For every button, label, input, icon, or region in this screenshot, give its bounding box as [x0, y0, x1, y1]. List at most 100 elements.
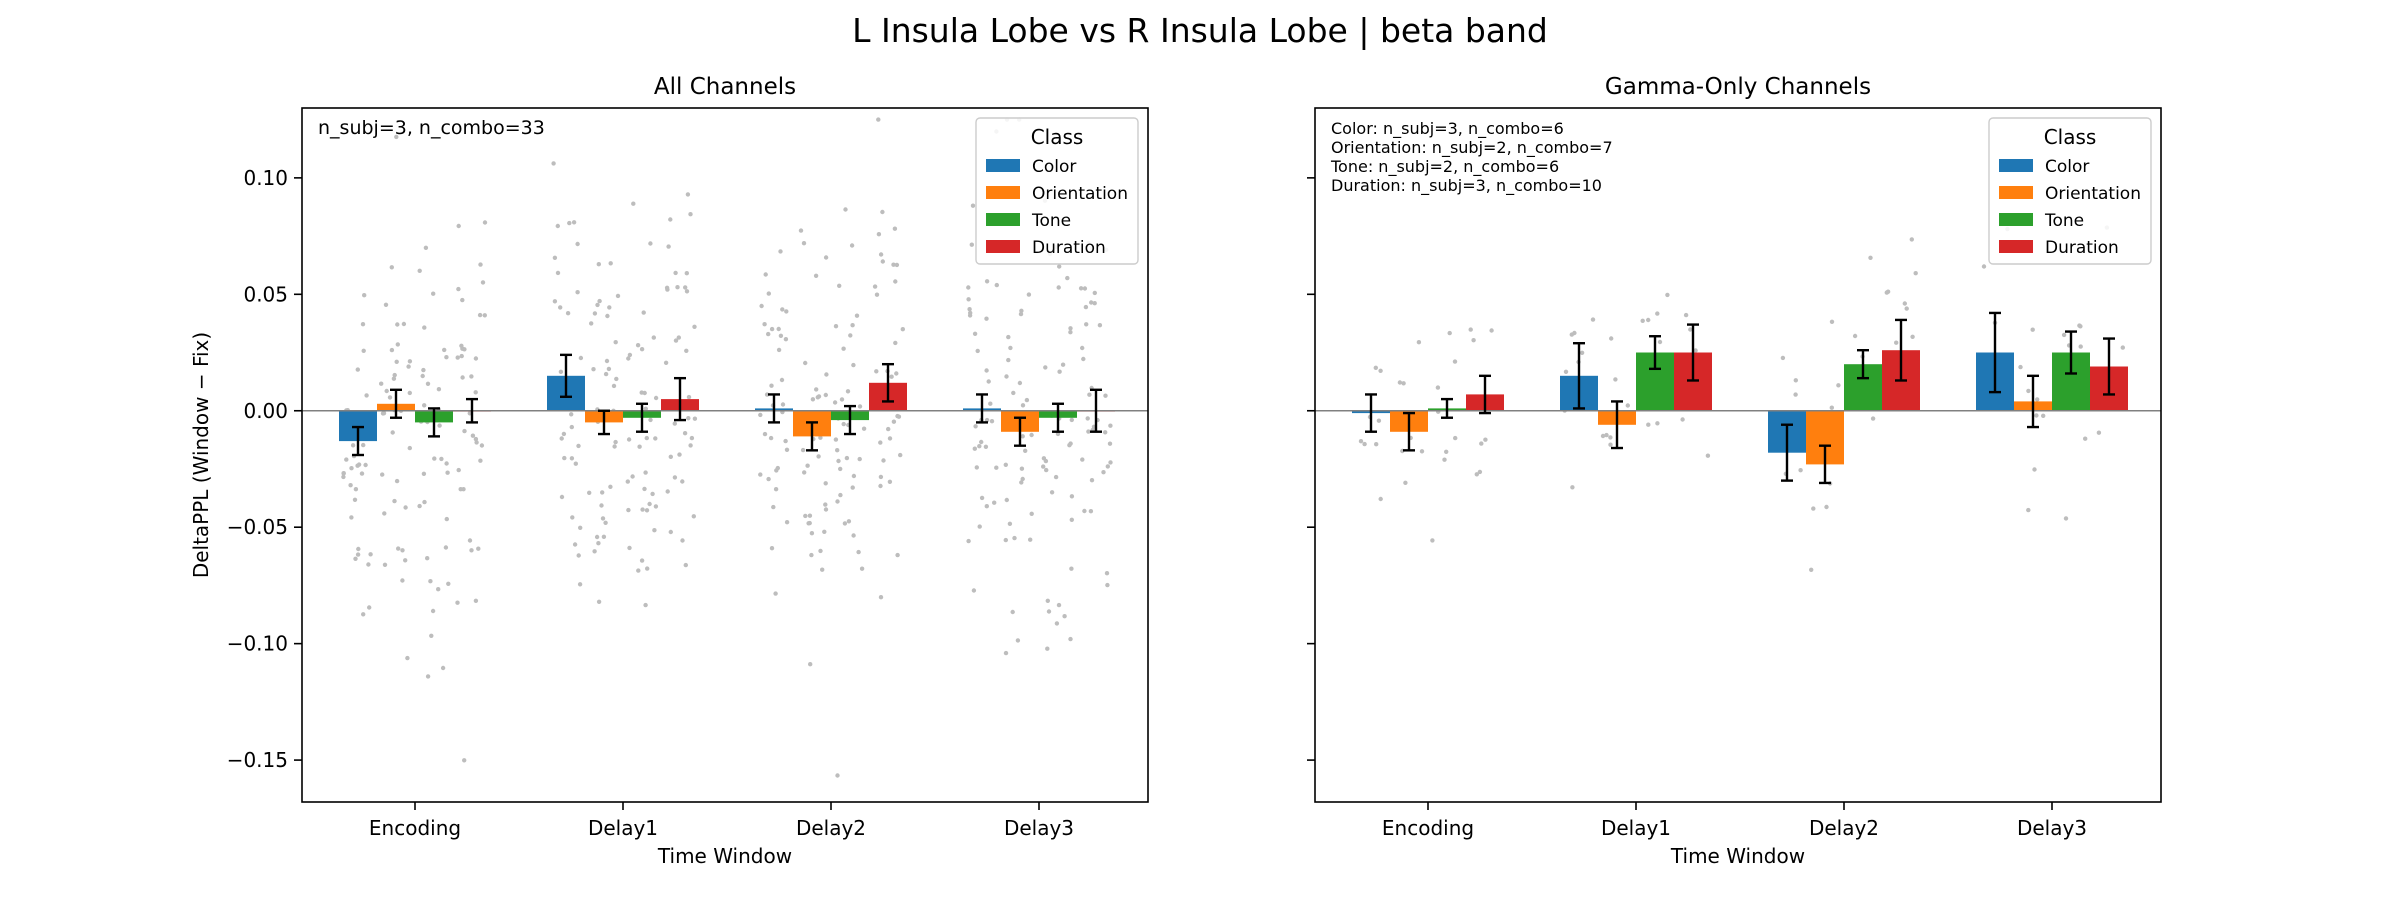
- raw-point: [1705, 453, 1711, 458]
- raw-point: [456, 223, 461, 229]
- raw-point: [1044, 467, 1049, 473]
- error-bar: [2103, 337, 2115, 396]
- raw-point: [641, 310, 646, 315]
- raw-point: [405, 655, 410, 661]
- raw-point: [896, 414, 902, 419]
- raw-point: [1003, 462, 1008, 467]
- raw-point: [668, 454, 673, 459]
- raw-point: [2018, 364, 2023, 370]
- raw-point: [352, 497, 358, 502]
- raw-point: [359, 471, 365, 476]
- raw-point: [442, 347, 447, 353]
- raw-point: [1041, 464, 1046, 469]
- raw-point: [380, 472, 385, 477]
- raw-point: [773, 591, 778, 596]
- raw-point: [477, 312, 483, 318]
- annotation-text: n_subj=3, n_combo=33: [318, 117, 545, 139]
- raw-point: [972, 331, 978, 336]
- raw-point: [1442, 457, 1447, 462]
- raw-point: [686, 416, 691, 421]
- legend-swatch-color: [986, 159, 1020, 172]
- raw-point: [559, 436, 564, 441]
- raw-point: [552, 299, 558, 304]
- raw-point: [876, 117, 881, 122]
- chart-panel-1: All Channels 0.10 0.05 0.00 −0.05 −0.10 −0.15 E…: [189, 74, 1149, 868]
- raw-point: [1104, 571, 1110, 576]
- raw-point: [1086, 429, 1091, 434]
- error-bar: [1611, 400, 1623, 450]
- raw-point: [613, 439, 618, 445]
- raw-point: [439, 456, 444, 462]
- raw-point: [881, 458, 886, 463]
- raw-point: [480, 280, 486, 285]
- raw-point: [1065, 275, 1070, 281]
- raw-point: [784, 520, 790, 525]
- raw-point: [572, 542, 578, 547]
- raw-point: [355, 367, 360, 372]
- raw-point: [972, 446, 977, 451]
- raw-point: [844, 455, 850, 461]
- raw-point: [613, 340, 618, 345]
- raw-point: [984, 279, 990, 284]
- raw-point: [692, 416, 698, 421]
- raw-point: [1811, 506, 1816, 511]
- annotation-text: Orientation: n_subj=2, n_combo=7: [1331, 138, 1613, 158]
- chart-panel-2: Gamma-Only Channels Encoding Delay1 Delay2 D…: [1307, 74, 2162, 868]
- raw-point: [1057, 264, 1062, 269]
- raw-point: [874, 369, 879, 374]
- raw-point: [1020, 403, 1026, 408]
- raw-point: [636, 568, 641, 573]
- raw-point: [989, 419, 995, 424]
- raw-point: [341, 471, 346, 476]
- raw-point: [627, 352, 633, 358]
- raw-point: [776, 347, 782, 353]
- raw-point: [992, 500, 997, 505]
- raw-point: [1479, 441, 1484, 446]
- raw-point: [647, 501, 652, 507]
- raw-point: [837, 283, 842, 288]
- raw-point: [1057, 369, 1062, 374]
- error-bar: [1441, 397, 1453, 419]
- raw-point: [803, 513, 808, 519]
- raw-point: [627, 545, 632, 551]
- raw-point: [1798, 468, 1803, 473]
- raw-point: [1101, 470, 1106, 475]
- raw-point: [673, 338, 679, 343]
- x-tick-label: Encoding: [369, 816, 461, 840]
- raw-point: [400, 548, 405, 553]
- panel-title: All Channels: [654, 74, 796, 100]
- raw-point: [880, 209, 885, 215]
- raw-point: [1105, 464, 1111, 469]
- raw-point: [639, 558, 645, 563]
- raw-point: [994, 282, 999, 288]
- raw-point: [394, 359, 399, 364]
- raw-point: [606, 366, 612, 372]
- raw-point: [665, 489, 670, 494]
- raw-point: [1904, 306, 1909, 311]
- raw-point: [1088, 509, 1094, 514]
- raw-point: [1374, 442, 1379, 447]
- raw-point: [1852, 333, 1858, 339]
- raw-point: [2026, 388, 2031, 394]
- raw-point: [1397, 380, 1403, 385]
- raw-point: [387, 395, 393, 400]
- raw-point: [473, 598, 479, 603]
- raw-point: [973, 424, 978, 429]
- raw-point: [1373, 365, 1379, 370]
- raw-point: [607, 305, 612, 310]
- raw-point: [635, 343, 641, 348]
- raw-point: [474, 440, 479, 445]
- raw-point: [612, 444, 617, 449]
- raw-point: [611, 383, 617, 389]
- error-bar: [2065, 330, 2077, 375]
- raw-point: [383, 302, 389, 307]
- raw-point: [440, 665, 446, 671]
- raw-point: [596, 541, 601, 546]
- raw-point: [974, 465, 979, 470]
- raw-point: [575, 241, 580, 247]
- raw-point: [1068, 636, 1073, 642]
- raw-point: [1613, 377, 1618, 382]
- raw-point: [889, 374, 894, 379]
- raw-point: [680, 538, 685, 543]
- raw-point: [759, 303, 764, 309]
